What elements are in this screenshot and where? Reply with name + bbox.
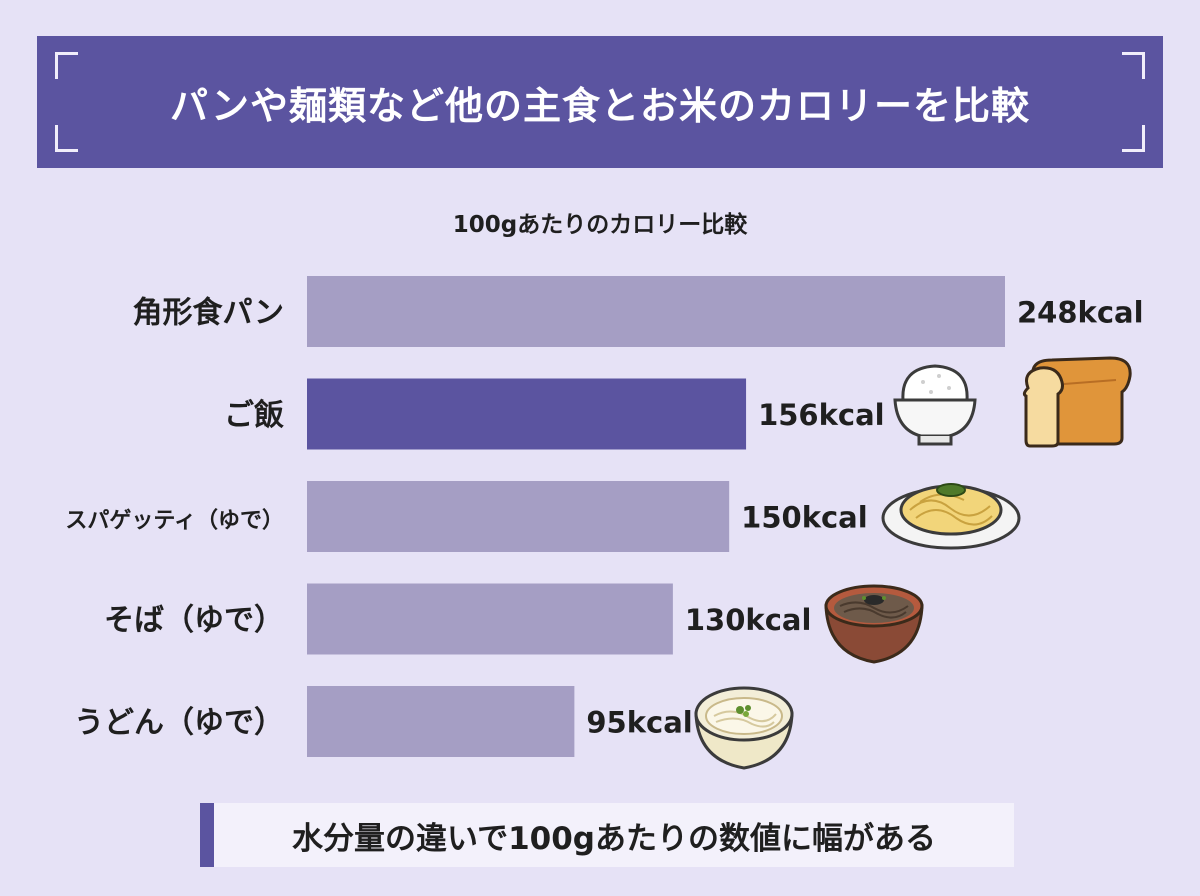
spaghetti-plate-icon: [881, 483, 1021, 550]
bread-loaf-icon: [1022, 356, 1132, 448]
corner-bracket: [1122, 52, 1145, 79]
note-accent-bar: [200, 803, 214, 867]
bar-5: [307, 686, 575, 757]
corner-bracket: [1122, 125, 1145, 152]
value-label: 130kcal: [685, 603, 812, 637]
note-box: 水分量の違いで100gあたりの数値に幅がある: [200, 803, 1014, 867]
udon-bowl-icon: [694, 686, 794, 770]
value-label: 248kcal: [1017, 296, 1144, 330]
category-label: うどん（ゆで）: [74, 706, 284, 741]
category-label: 角形食パン: [133, 296, 285, 331]
corner-bracket: [55, 52, 78, 79]
category-label: ご飯: [224, 398, 284, 433]
corner-bracket: [55, 125, 78, 152]
note-text: 水分量の違いで100gあたりの数値に幅がある: [292, 820, 936, 857]
value-label: 150kcal: [741, 501, 868, 535]
bar-3: [307, 481, 730, 552]
value-label: 156kcal: [758, 398, 885, 432]
category-label: スパゲッティ（ゆで）: [65, 509, 284, 534]
title-banner: パンや麺類など他の主食とお米のカロリーを比較: [37, 36, 1163, 168]
page-title: パンや麺類など他の主食とお米のカロリーを比較: [170, 83, 1030, 128]
bar-1: [307, 276, 1005, 347]
bar-4: [307, 583, 673, 655]
category-label: そば（ゆで）: [104, 603, 284, 638]
rice-bowl-icon: [893, 364, 977, 446]
chart-title: 100gあたりのカロリー比較: [452, 212, 748, 238]
bar-2: [307, 378, 747, 450]
soba-bowl-icon: [824, 584, 924, 664]
value-label: 95kcal: [586, 706, 692, 740]
